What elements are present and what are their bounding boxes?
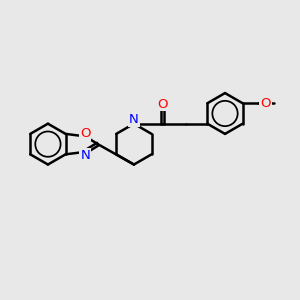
Text: O: O (157, 98, 167, 111)
Text: O: O (260, 97, 271, 110)
Text: N: N (129, 113, 139, 126)
Text: O: O (80, 127, 91, 140)
Text: N: N (80, 148, 90, 161)
